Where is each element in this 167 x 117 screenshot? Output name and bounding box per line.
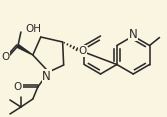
Text: O: O (1, 52, 9, 62)
Text: N: N (42, 69, 51, 82)
Text: N: N (129, 27, 138, 40)
Text: O: O (14, 82, 22, 92)
Text: O: O (78, 46, 87, 56)
Polygon shape (17, 45, 33, 55)
Text: OH: OH (26, 24, 42, 34)
